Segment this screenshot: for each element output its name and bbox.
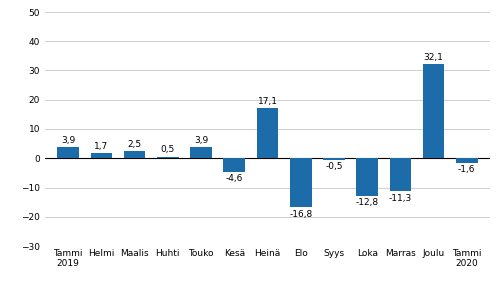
- Bar: [290, 158, 312, 207]
- Text: -4,6: -4,6: [226, 174, 243, 183]
- Bar: [423, 64, 444, 158]
- Text: 32,1: 32,1: [424, 53, 444, 62]
- Bar: [157, 157, 178, 158]
- Text: -11,3: -11,3: [388, 194, 412, 202]
- Bar: [356, 158, 378, 196]
- Text: -16,8: -16,8: [289, 210, 312, 219]
- Bar: [390, 158, 411, 191]
- Text: 0,5: 0,5: [160, 146, 175, 154]
- Bar: [124, 151, 146, 158]
- Text: -0,5: -0,5: [325, 162, 342, 171]
- Text: -1,6: -1,6: [458, 165, 475, 174]
- Bar: [256, 108, 278, 158]
- Bar: [224, 158, 245, 172]
- Bar: [90, 153, 112, 158]
- Bar: [58, 147, 79, 158]
- Bar: [323, 158, 344, 160]
- Text: 2,5: 2,5: [128, 140, 141, 148]
- Text: 3,9: 3,9: [194, 136, 208, 145]
- Bar: [190, 147, 212, 158]
- Text: -12,8: -12,8: [356, 198, 378, 207]
- Text: 1,7: 1,7: [94, 142, 108, 151]
- Bar: [456, 158, 477, 163]
- Text: 17,1: 17,1: [258, 97, 278, 106]
- Text: 3,9: 3,9: [61, 136, 76, 145]
